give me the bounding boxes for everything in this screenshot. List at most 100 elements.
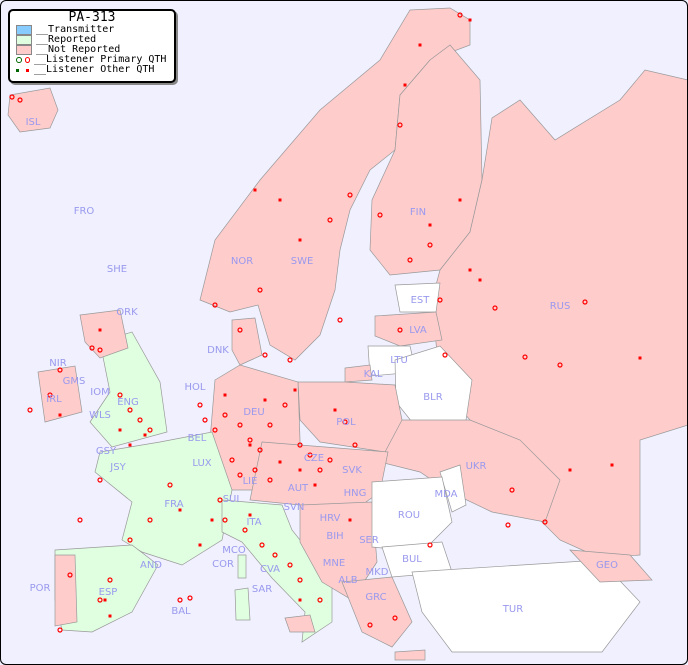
listener-other-marker: [468, 18, 472, 22]
listener-other-marker: [298, 598, 302, 602]
country-label-ltu: LTU: [390, 355, 408, 366]
circle-marker-icon: [16, 57, 30, 63]
country-romania: [371, 476, 453, 553]
country-label-ita: ITA: [246, 517, 261, 528]
listener-other-marker: [610, 463, 614, 467]
listener-primary-marker: [222, 517, 228, 523]
listener-primary-marker: [267, 422, 273, 428]
listener-other-marker: [103, 598, 107, 602]
listener-primary-marker: [407, 257, 413, 263]
listener-primary-marker: [267, 477, 273, 483]
legend-label: __Listener Primary QTH: [34, 54, 167, 65]
listener-primary-marker: [392, 615, 398, 621]
listener-primary-marker: [272, 552, 278, 558]
listener-primary-marker: [259, 542, 265, 548]
country-label-wls: WLS: [89, 410, 111, 421]
listener-primary-marker: [347, 192, 353, 198]
listener-primary-marker: [492, 305, 498, 311]
listener-primary-marker: [287, 357, 293, 363]
listener-primary-marker: [97, 477, 103, 483]
country-label-swe: SWE: [291, 256, 314, 267]
legend-transmitter: __Transmitter: [10, 25, 174, 35]
listener-primary-marker: [202, 417, 208, 423]
country-label-dnk: DNK: [207, 345, 229, 356]
listener-other-marker: [278, 460, 282, 464]
listener-primary-marker: [177, 597, 183, 603]
listener-primary-marker: [77, 517, 83, 523]
listener-primary-marker: [97, 597, 103, 603]
listener-primary-marker: [557, 362, 563, 368]
listener-markers: [9, 12, 642, 633]
listener-primary-marker: [212, 427, 218, 433]
country-label-lva: LVA: [409, 325, 427, 336]
legend-primary-qth: __Listener Primary QTH: [10, 55, 174, 65]
listener-primary-marker: [57, 627, 63, 633]
listener-primary-marker: [237, 327, 243, 333]
country-label-nor: NOR: [231, 256, 253, 267]
map-title: PA-313: [68, 10, 116, 25]
country-georgia: [569, 549, 653, 583]
country-label-svn: SVN: [284, 502, 305, 513]
country-iceland: [7, 87, 59, 133]
country-kaliningrad: [344, 364, 373, 383]
listener-primary-marker: [89, 345, 95, 351]
country-label-blr: BLR: [423, 392, 442, 403]
listener-other-marker: [248, 443, 252, 447]
country-label-gsy: GSY: [96, 446, 117, 457]
country-label-ork: ORK: [116, 307, 138, 318]
listener-primary-marker: [167, 482, 173, 488]
listener-primary-marker: [367, 622, 373, 628]
country-label-pol: POL: [336, 417, 356, 428]
listener-other-marker: [278, 198, 282, 202]
listener-other-marker: [198, 543, 202, 547]
country-label-gms: GMS: [63, 376, 86, 387]
listener-other-marker: [298, 468, 302, 472]
listener-primary-marker: [505, 522, 511, 528]
listener-primary-marker: [317, 467, 323, 473]
listener-primary-marker: [197, 402, 203, 408]
listener-other-marker: [210, 518, 214, 522]
listener-primary-marker: [287, 562, 293, 568]
not-reported-swatch: [16, 45, 32, 55]
country-label-lux: LUX: [192, 458, 211, 469]
reported-swatch: [16, 35, 32, 45]
country-portugal: [54, 554, 78, 627]
listener-primary-marker: [337, 317, 343, 323]
country-label-grc: GRC: [365, 592, 386, 603]
listener-primary-marker: [137, 417, 143, 423]
country-label-sui: SUI: [223, 494, 240, 505]
country-france: [94, 431, 233, 566]
listener-primary-marker: [327, 217, 333, 223]
country-label-deu: DEU: [243, 407, 264, 418]
country-label-rus: RUS: [550, 301, 571, 312]
country-label-cva: CVA: [260, 564, 280, 575]
listener-primary-marker: [9, 94, 15, 100]
country-label-por: POR: [30, 583, 51, 594]
listener-other-marker: [178, 508, 182, 512]
country-label-svk: SVK: [342, 465, 362, 476]
legend: PA-313 __Transmitter __Reported __Not Re…: [8, 9, 176, 83]
listener-other-marker: [58, 413, 62, 417]
listener-other-marker: [143, 433, 147, 437]
listener-primary-marker: [117, 392, 123, 398]
listener-other-marker: [263, 398, 267, 402]
country-latvia: [374, 311, 443, 347]
listener-primary-marker: [257, 447, 263, 453]
listener-primary-marker: [217, 497, 223, 503]
country-label-eng: ENG: [117, 397, 139, 408]
listener-primary-marker: [242, 527, 248, 533]
country-label-rou: ROU: [398, 510, 420, 521]
listener-primary-marker: [282, 402, 288, 408]
country-label-mne: MNE: [323, 558, 345, 569]
country-label-cor: COR: [212, 559, 234, 570]
listener-primary-marker: [222, 412, 228, 418]
listener-other-marker: [458, 198, 462, 202]
country-label-kal: KAL: [364, 369, 383, 380]
listener-primary-marker: [247, 437, 253, 443]
country-label-irl: IRL: [46, 394, 62, 405]
listener-primary-marker: [237, 472, 243, 478]
country-labels: ISL FRO SHE ORK NOR SWE FIN EST LVA LTU KAL RUS BLR U…: [26, 117, 619, 617]
listener-other-marker: [418, 43, 422, 47]
country-label-bul: BUL: [402, 554, 422, 565]
legend-reported: __Reported: [10, 35, 174, 45]
